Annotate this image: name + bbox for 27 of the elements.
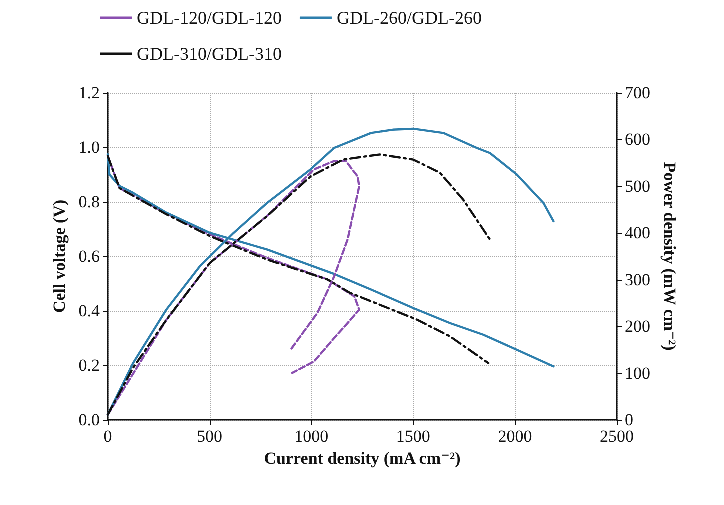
x-tick-label: 1000 <box>294 427 329 446</box>
x-tick-label: 1500 <box>396 427 430 446</box>
y2-tick-label: 400 <box>625 224 650 243</box>
legend-label: GDL-120/GDL-120 <box>137 8 282 28</box>
x-tick-label: 2000 <box>498 427 532 446</box>
y2-tick-label: 300 <box>625 270 650 290</box>
y-tick-label: 0.8 <box>78 192 100 212</box>
legend-label: GDL-260/GDL-260 <box>336 8 482 28</box>
y2-axis-title: Power density (mW cm⁻²) <box>660 162 680 351</box>
y-tick-label: 1.2 <box>78 84 100 102</box>
legend-label: GDL-310/GDL-310 <box>137 44 282 64</box>
y2-tick-label: 200 <box>625 317 650 336</box>
x-tick-label: 2500 <box>600 427 634 446</box>
y-tick-label: 0.2 <box>78 356 100 375</box>
y2-tick-label: 700 <box>625 84 650 102</box>
y-axis-title: Cell voltage (V) <box>50 200 69 314</box>
y2-tick-label: 0 <box>625 410 634 430</box>
y2-tick-label: 500 <box>625 176 650 196</box>
y-tick-label: 0.0 <box>78 410 100 430</box>
y-tick-label: 0.6 <box>78 247 100 266</box>
x-tick-label: 500 <box>197 427 223 446</box>
y2-tick-label: 100 <box>625 364 650 383</box>
x-tick-label: 0 <box>104 427 112 446</box>
y-tick-label: 1.0 <box>78 138 100 157</box>
x-axis-title: Current density (mA cm⁻²) <box>264 449 461 468</box>
y-tick-label: 0.4 <box>78 302 100 320</box>
y2-tick-label: 600 <box>625 130 650 150</box>
